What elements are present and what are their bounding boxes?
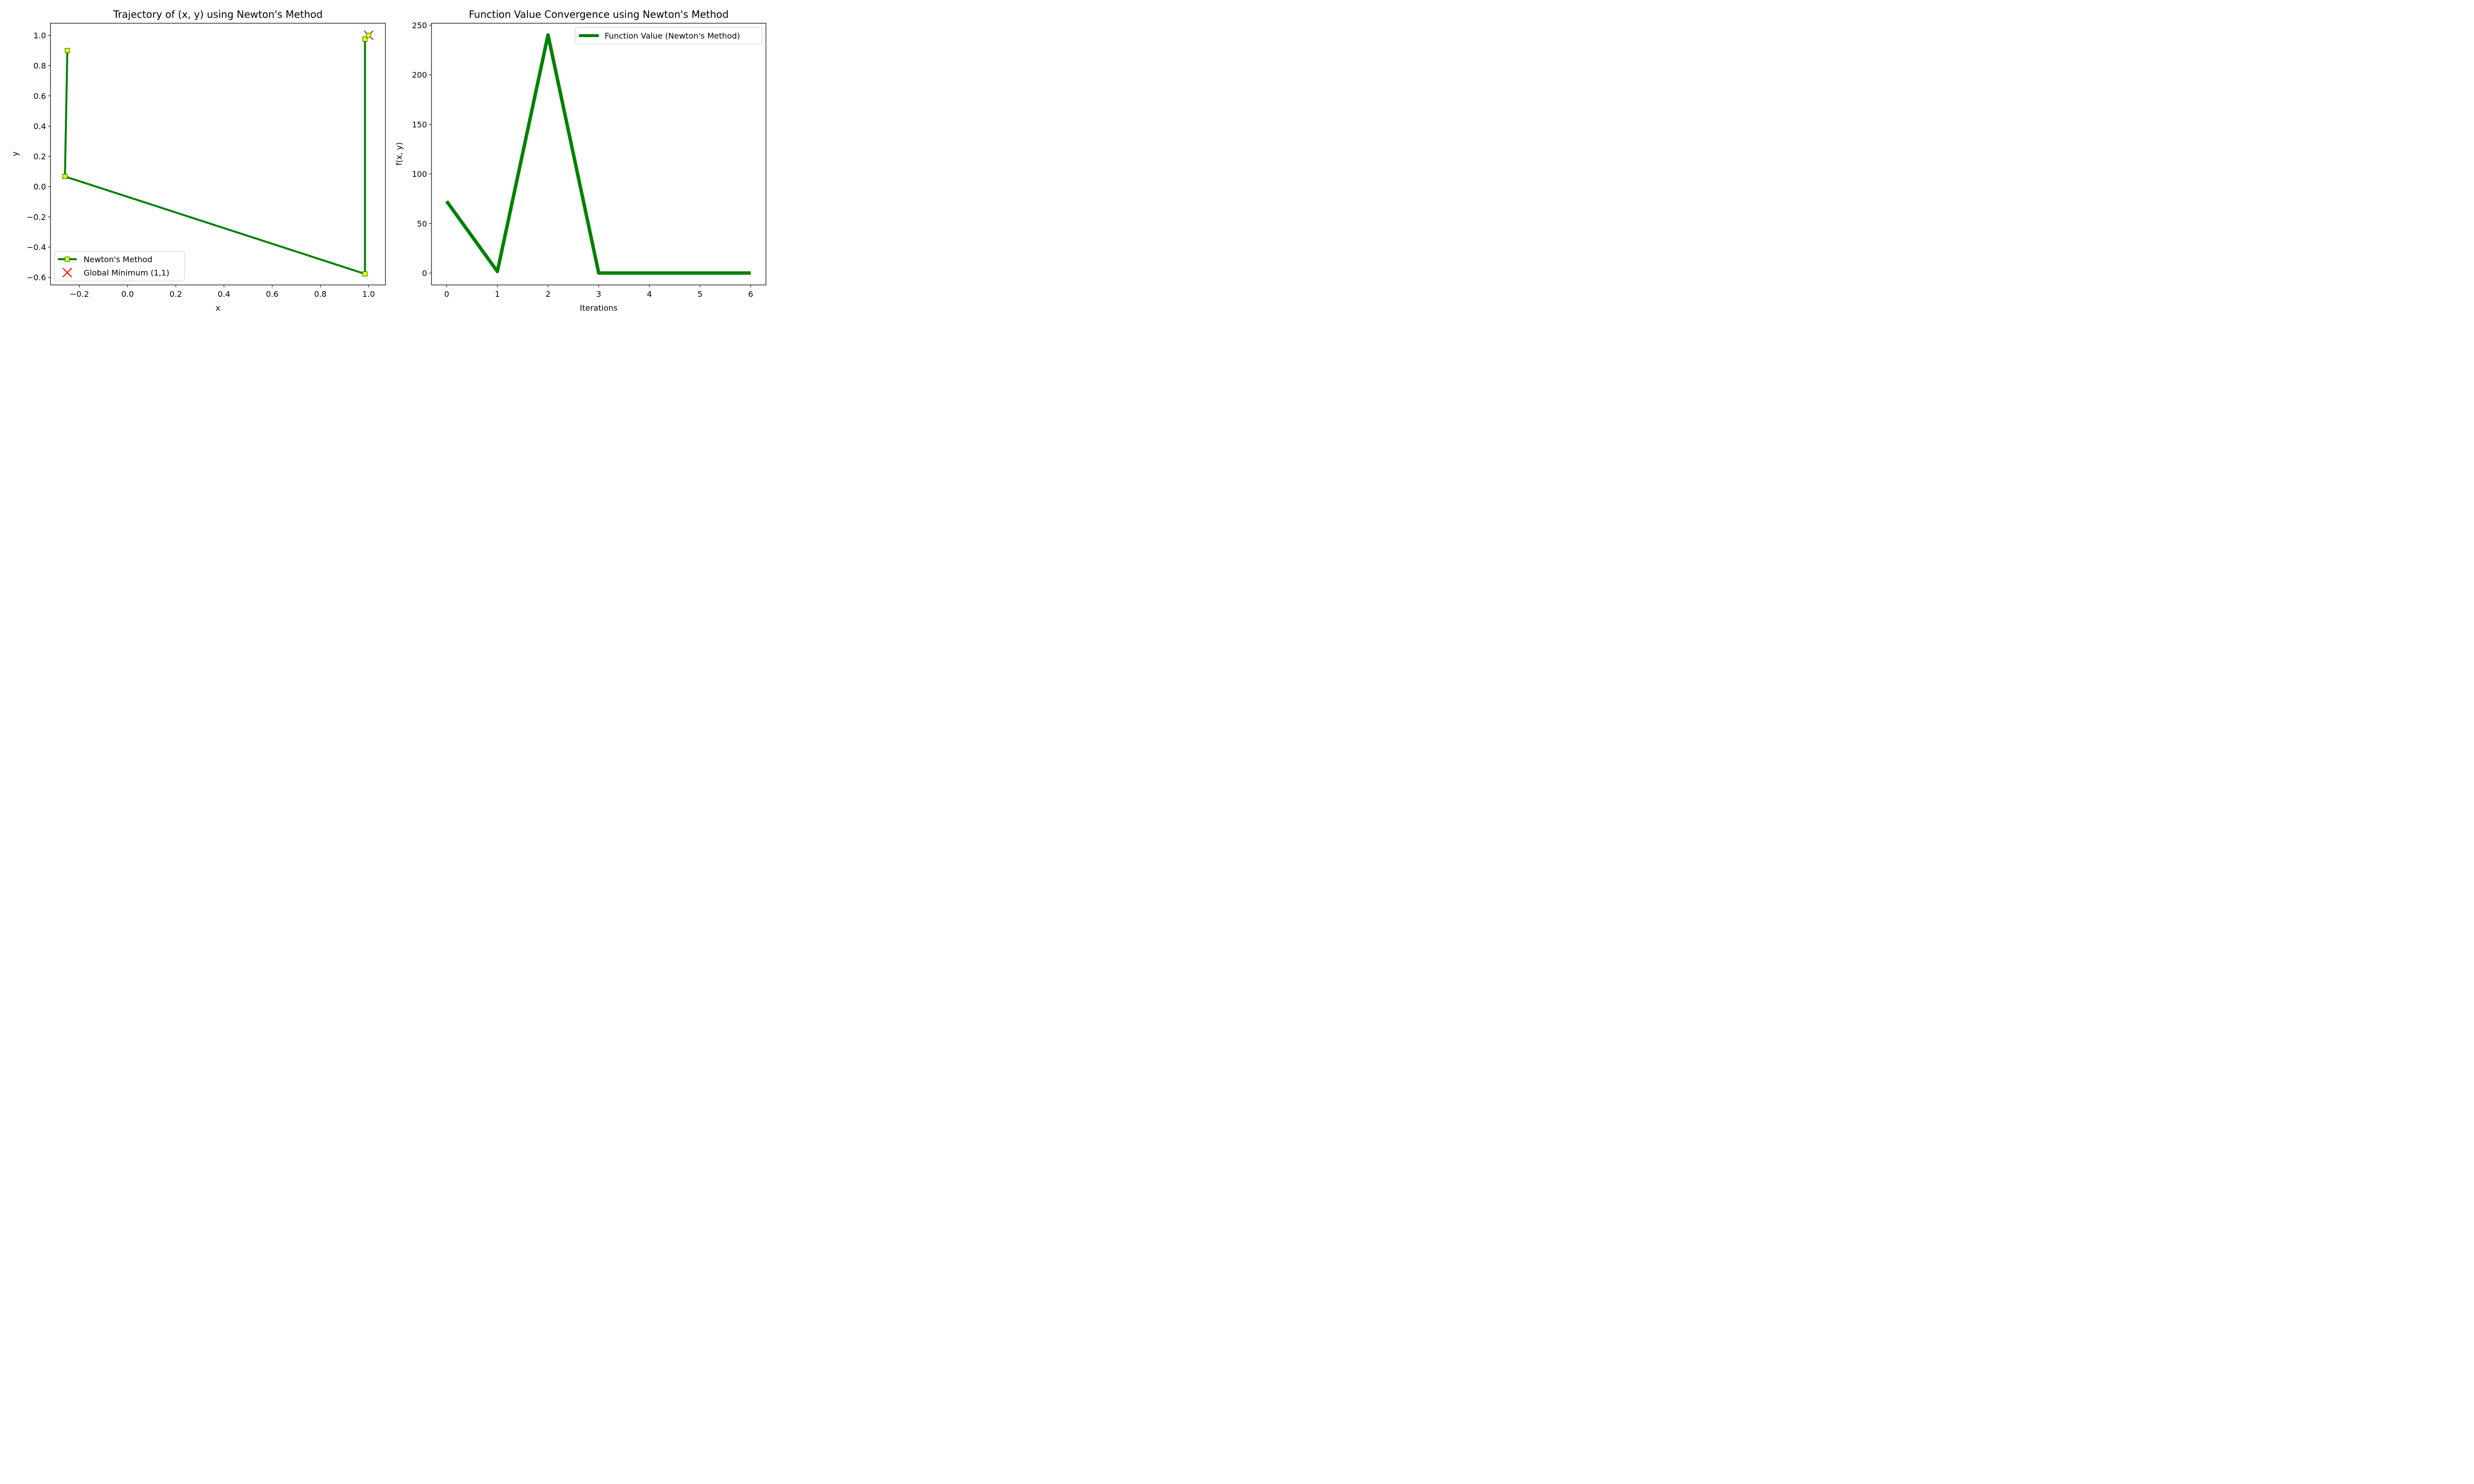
x-axis-ticks: 0 1 2 3 4 5 6 [444, 285, 753, 299]
y-tick-label: 0.4 [34, 122, 46, 131]
y-axis-ticks: 0 50 100 150 200 250 [412, 21, 431, 278]
x-tick-label: −0.2 [70, 289, 89, 299]
trajectory-point [62, 174, 68, 179]
y-tick-label: 1.0 [34, 31, 46, 40]
x-tick-label: 0.2 [170, 289, 182, 299]
y-axis-label: y [10, 151, 20, 156]
y-tick-label: 0.0 [34, 182, 46, 191]
x-tick-label: 0 [444, 289, 449, 299]
x-tick-label: 0.0 [121, 289, 134, 299]
axes-frame [431, 23, 766, 285]
y-tick-label: −0.2 [27, 212, 46, 222]
x-tick-label: 3 [596, 289, 601, 299]
y-tick-label: 100 [412, 170, 427, 179]
x-tick-label: 0.8 [314, 289, 327, 299]
legend-label: Global Minimum (1,1) [84, 268, 169, 278]
x-tick-label: 6 [748, 289, 753, 299]
y-tick-label: 250 [412, 21, 427, 30]
x-axis-ticks: −0.2 0.0 0.2 0.4 0.6 0.8 1.0 [70, 285, 375, 299]
legend-box [54, 251, 185, 281]
legend-swatch-x [62, 268, 72, 278]
figure: Trajectory of (x, y) using Newton's Meth… [10, 8, 766, 313]
function-value-chart: Function Value Convergence using Newton'… [394, 8, 766, 313]
legend: Function Value (Newton's Method) [574, 27, 762, 45]
y-tick-label: −0.4 [27, 243, 46, 252]
trajectory-point [362, 271, 368, 277]
y-axis-ticks: −0.6 −0.4 −0.2 0.0 0.2 0.4 0.6 0.8 1.0 [27, 31, 50, 282]
x-tick-label: 0.6 [266, 289, 278, 299]
y-tick-label: −0.6 [27, 273, 46, 282]
x-tick-label: 0.4 [218, 289, 230, 299]
legend-box [574, 27, 762, 45]
trajectory-point [64, 47, 70, 53]
y-tick-label: 0.6 [34, 92, 46, 101]
y-tick-label: 0.2 [34, 152, 46, 161]
y-tick-label: 150 [412, 120, 427, 129]
y-tick-label: 0 [422, 269, 427, 278]
y-axis-label: f(x, y) [394, 142, 404, 165]
legend-label: Function Value (Newton's Method) [605, 31, 740, 41]
trajectory-point [366, 33, 372, 38]
legend-label: Newton's Method [84, 255, 152, 264]
chart-title: Trajectory of (x, y) using Newton's Meth… [113, 8, 323, 20]
x-tick-label: 5 [698, 289, 703, 299]
legend-swatch-marker [64, 256, 70, 262]
trajectory-chart: Trajectory of (x, y) using Newton's Meth… [10, 8, 386, 313]
plot-area [62, 30, 374, 277]
x-tick-label: 2 [545, 289, 550, 299]
plot-area [445, 33, 751, 275]
x-axis-label: Iterations [580, 303, 618, 313]
x-axis-label: x [216, 303, 220, 313]
x-tick-label: 1 [495, 289, 500, 299]
y-tick-label: 0.8 [34, 61, 46, 71]
function-value-line [445, 33, 751, 275]
trajectory-line [64, 35, 370, 276]
legend: Newton's Method Global Minimum (1,1) [54, 251, 185, 281]
y-tick-label: 200 [412, 70, 427, 80]
chart-title: Function Value Convergence using Newton'… [469, 8, 729, 20]
trajectory-point [362, 37, 368, 42]
axes-frame [50, 23, 386, 285]
y-tick-label: 50 [417, 219, 427, 229]
x-tick-label: 1.0 [362, 289, 375, 299]
x-tick-label: 4 [647, 289, 652, 299]
